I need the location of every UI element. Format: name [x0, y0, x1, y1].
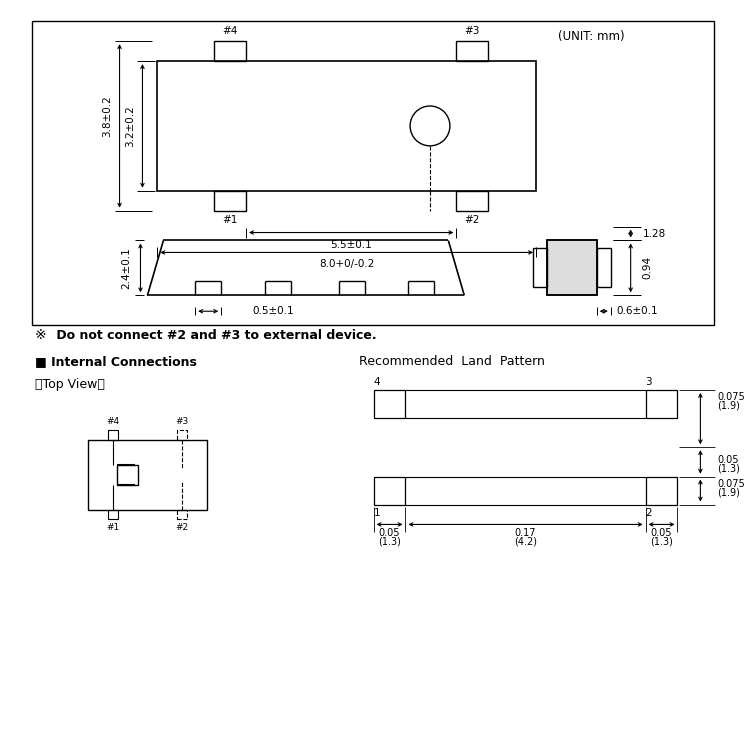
Bar	[646, 390, 677, 418]
Text: 3.8±0.2: 3.8±0.2	[103, 95, 112, 136]
Text: #1: #1	[223, 214, 238, 224]
Text: #3: #3	[464, 26, 480, 36]
Bar	[533, 248, 547, 287]
Text: ※: ※	[34, 328, 46, 342]
Text: 〈Top View〉: 〈Top View〉	[34, 378, 105, 391]
Text: (1.9): (1.9)	[717, 488, 740, 497]
Bar	[374, 476, 406, 505]
Text: (4.2): (4.2)	[514, 536, 537, 547]
Text: Recommended  Land  Pattern: Recommended Land Pattern	[358, 355, 544, 368]
Bar	[158, 62, 536, 190]
Text: 1: 1	[374, 508, 380, 518]
Text: 0.6±0.1: 0.6±0.1	[616, 306, 658, 316]
Text: 1.28: 1.28	[643, 229, 666, 238]
Bar	[177, 509, 188, 520]
Text: #2: #2	[176, 524, 189, 532]
Text: (1.9): (1.9)	[717, 401, 740, 411]
Bar	[547, 241, 597, 296]
Text: 3: 3	[646, 377, 652, 387]
Text: #2: #2	[464, 214, 480, 224]
Bar	[107, 430, 118, 439]
Bar	[88, 440, 207, 509]
Text: 2.4±0.1: 2.4±0.1	[122, 247, 131, 289]
Text: 0.075: 0.075	[717, 478, 745, 488]
Text: #3: #3	[176, 417, 189, 426]
Text: Do not connect #2 and #3 to external device.: Do not connect #2 and #3 to external dev…	[52, 328, 376, 342]
Text: 8.0+0/-0.2: 8.0+0/-0.2	[319, 260, 374, 269]
Text: #4: #4	[223, 26, 238, 36]
Text: 0.05: 0.05	[379, 529, 400, 538]
Text: 2: 2	[646, 508, 652, 518]
Text: 0.94: 0.94	[643, 256, 652, 280]
Bar	[456, 41, 488, 62]
Bar	[116, 465, 139, 484]
Text: 0.05: 0.05	[717, 455, 739, 465]
Text: 0.17: 0.17	[514, 529, 536, 538]
Text: (1.3): (1.3)	[717, 464, 740, 474]
Bar	[214, 41, 246, 62]
Bar	[646, 476, 677, 505]
Bar	[374, 390, 406, 418]
Text: #1: #1	[106, 524, 119, 532]
Text: 0.5±0.1: 0.5±0.1	[252, 306, 294, 316]
Bar	[107, 509, 118, 520]
Bar	[597, 248, 610, 287]
Text: (UNIT: mm): (UNIT: mm)	[558, 30, 625, 43]
Text: 3.2±0.2: 3.2±0.2	[125, 105, 136, 147]
Text: ■ Internal Connections: ■ Internal Connections	[34, 355, 197, 368]
Text: (1.3): (1.3)	[378, 536, 401, 547]
Bar	[32, 21, 714, 326]
Bar	[456, 190, 488, 211]
Bar	[547, 241, 597, 296]
Text: (1.3): (1.3)	[650, 536, 673, 547]
Bar	[177, 430, 188, 439]
Text: 0.05: 0.05	[651, 529, 672, 538]
Text: 0.075: 0.075	[717, 392, 745, 402]
Bar	[214, 190, 246, 211]
Text: #4: #4	[106, 417, 119, 426]
Text: 5.5±0.1: 5.5±0.1	[330, 239, 372, 250]
Text: 4: 4	[374, 377, 380, 387]
